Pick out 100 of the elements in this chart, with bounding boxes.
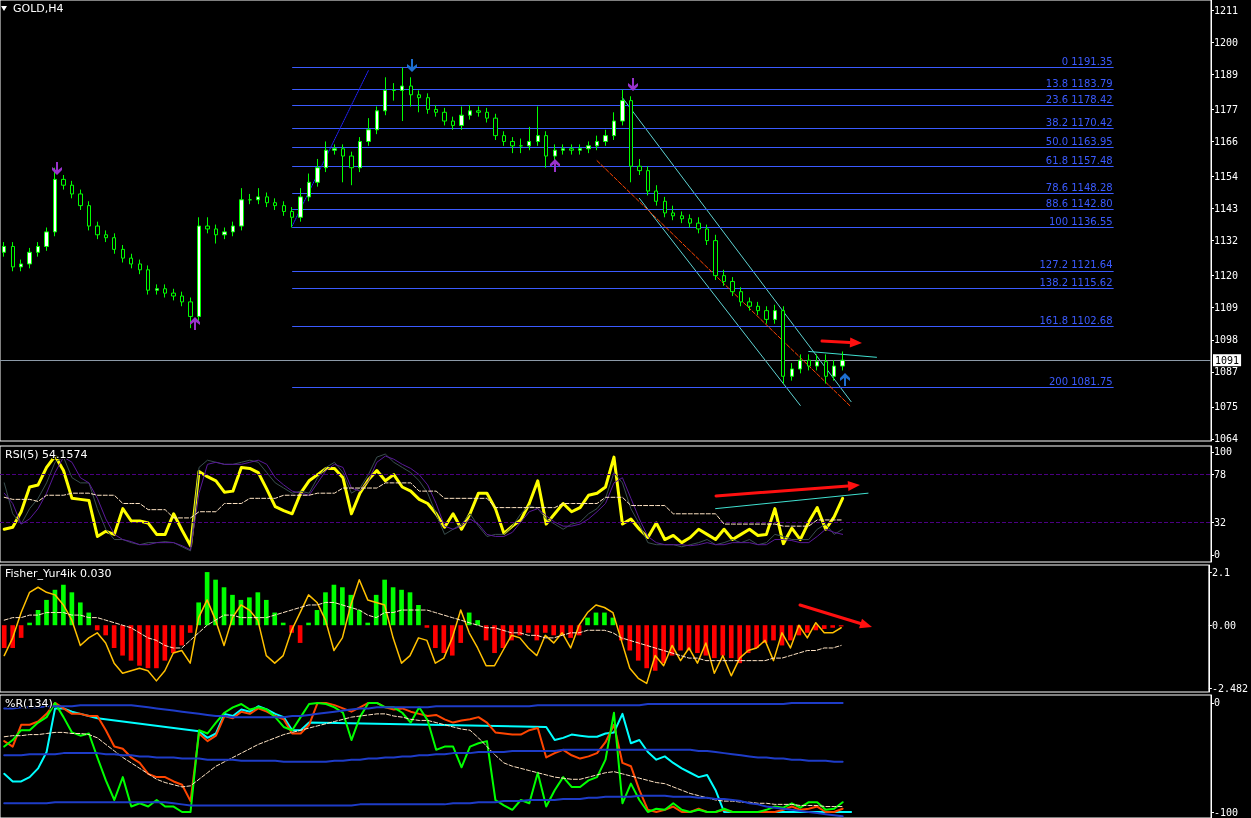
candlestick: [87, 200, 91, 231]
candlestick: [332, 143, 337, 156]
candlestick: [256, 187, 260, 205]
candlestick: [586, 140, 591, 154]
y-tick-label: 1087: [1214, 366, 1239, 378]
candlestick: [188, 297, 193, 329]
candlestick: [688, 213, 692, 228]
candlestick: [815, 353, 819, 371]
ref-line-label: 1091: [1215, 354, 1240, 366]
candlestick: [222, 227, 227, 240]
candlestick: [730, 276, 735, 297]
bar: [788, 625, 793, 641]
bar: [830, 625, 836, 628]
bar: [492, 625, 497, 654]
y-tick-label: 0: [1214, 697, 1221, 709]
y-tick-label: 1200: [1214, 36, 1239, 48]
candlestick: [553, 143, 557, 161]
candlestick: [307, 173, 311, 202]
candlestick: [392, 82, 396, 102]
candlestick: [696, 216, 701, 234]
candlestick: [705, 224, 709, 246]
candlestick: [205, 216, 210, 234]
y-tick-label: 1075: [1214, 401, 1239, 413]
candlestick: [282, 200, 286, 217]
bar: [458, 625, 464, 643]
candlestick: [485, 107, 489, 123]
candlestick: [578, 143, 582, 156]
candlestick: [620, 89, 625, 126]
bar: [585, 617, 590, 626]
candlestick: [129, 253, 133, 269]
bar: [534, 625, 540, 641]
candlestick: [171, 288, 176, 301]
ref-line-label: 13.8 1183.79: [1045, 78, 1113, 90]
chart-title: Fisher_Yur4ik 0.030: [5, 567, 112, 580]
bar: [475, 620, 480, 626]
y-tick-label: -2.482: [1211, 682, 1248, 694]
y-tick-label: 1098: [1214, 334, 1239, 346]
candlestick: [417, 89, 421, 113]
candlestick: [112, 232, 116, 255]
candlestick: [764, 305, 769, 325]
candlestick: [366, 117, 371, 147]
y-tick-label: 1143: [1214, 203, 1239, 215]
y-tick-label: 1166: [1214, 135, 1239, 147]
candlestick: [468, 104, 472, 121]
bar: [737, 625, 743, 664]
candlestick: [663, 196, 667, 218]
y-tick-label: 100: [1214, 446, 1233, 458]
candlestick: [138, 259, 142, 275]
bar: [644, 625, 650, 669]
candlestick: [544, 130, 548, 169]
candlestick: [11, 241, 15, 272]
bar: [771, 625, 776, 641]
candlestick: [612, 111, 616, 141]
candlestick: [349, 151, 354, 186]
y-tick-label: 2.1: [1211, 566, 1230, 578]
bar: [712, 625, 717, 659]
y-tick-label: 1120: [1214, 270, 1239, 282]
line-series: [3, 578, 842, 685]
candlestick: [527, 126, 531, 151]
candlestick: [146, 264, 150, 296]
bar: [103, 625, 108, 636]
candlestick: [383, 76, 387, 116]
bar: [602, 612, 607, 626]
bar: [86, 612, 92, 626]
candlestick: [451, 116, 455, 131]
candlestick: [315, 158, 320, 188]
candlestick: [442, 107, 447, 126]
candlestick: [476, 105, 481, 118]
candlestick: [95, 221, 100, 240]
ref-line-label: 88.6 1142.80: [1045, 197, 1113, 209]
candlestick: [629, 95, 633, 183]
y-tick-label: 1177: [1214, 103, 1239, 115]
candlestick: [722, 269, 726, 287]
y-tick-label: 1189: [1214, 68, 1239, 80]
ref-line-label: 38.2 1170.42: [1045, 117, 1113, 129]
bar: [137, 625, 142, 666]
y-tick-label: 78: [1214, 469, 1227, 481]
bar: [821, 625, 827, 630]
bar: [635, 625, 641, 661]
candlestick: [409, 76, 413, 107]
bar: [120, 625, 125, 656]
candlestick: [197, 216, 201, 322]
ref-line-label: 100 1136.55: [1048, 215, 1113, 227]
candlestick: [341, 143, 345, 183]
candlestick: [561, 143, 565, 156]
candlestick: [273, 197, 277, 211]
y-tick-label: 1211: [1214, 4, 1239, 16]
bar: [340, 587, 345, 626]
bar: [661, 625, 666, 664]
bar: [678, 625, 683, 651]
candlestick: [840, 350, 845, 371]
y-tick-label: 1132: [1214, 235, 1239, 247]
candlestick: [739, 286, 743, 307]
candlestick: [646, 165, 650, 196]
candlestick: [104, 229, 108, 243]
candlestick: [756, 301, 760, 316]
line-series: [3, 748, 844, 763]
bar: [77, 602, 83, 626]
y-tick-label: 0: [1214, 549, 1221, 561]
candlestick: [790, 362, 794, 382]
